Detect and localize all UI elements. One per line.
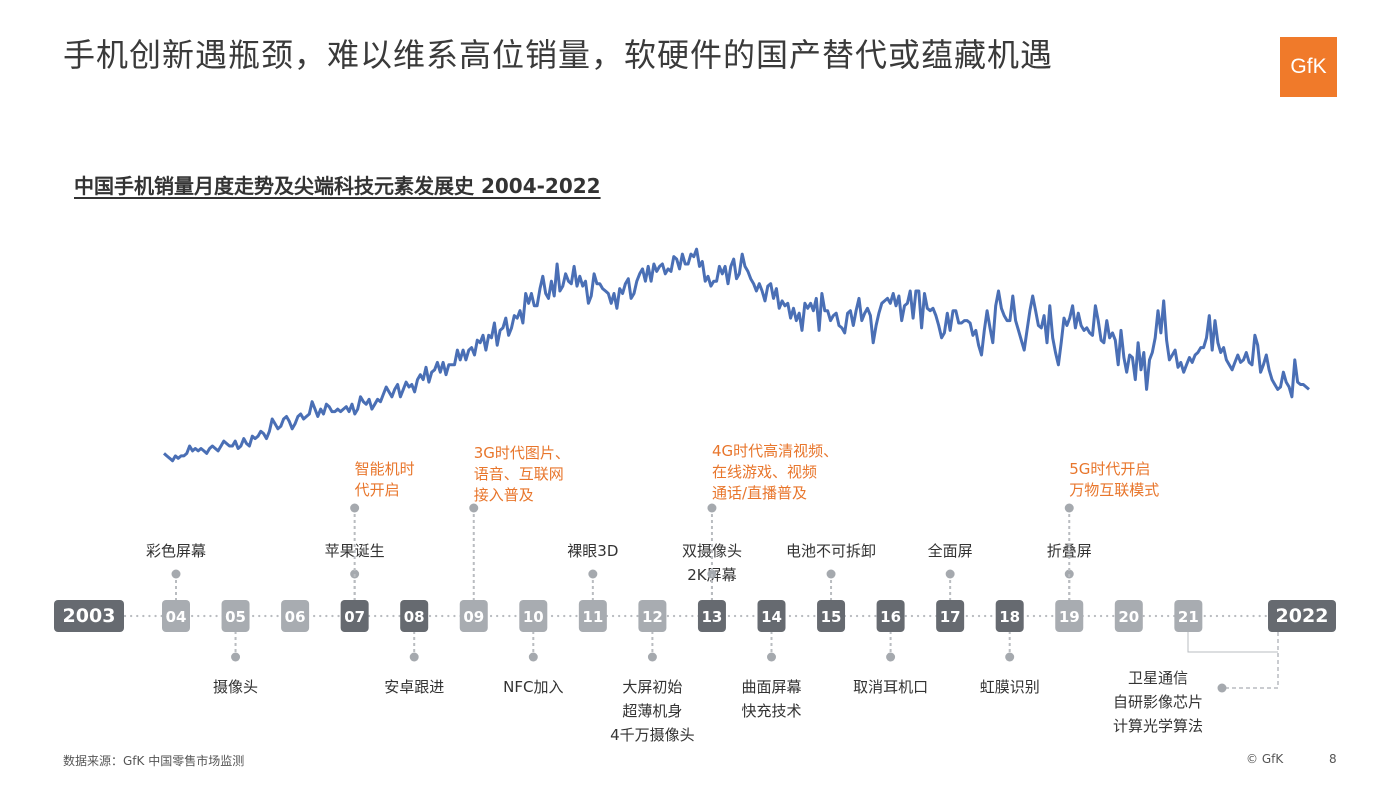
timeline-tick-label: 20 <box>1118 608 1139 626</box>
event-below-label: NFC加入 <box>503 678 563 696</box>
event-below-dot <box>886 652 896 662</box>
event-above-dot <box>171 569 181 579</box>
timeline-tick-label: 10 <box>523 608 544 626</box>
event-below-dot <box>767 652 776 662</box>
era-dot <box>350 503 360 513</box>
era-label: 语音、互联网 <box>474 465 564 483</box>
timeline-tick-label: 07 <box>344 608 365 626</box>
timeline-end-box <box>1268 600 1336 632</box>
timeline-tick-label: 08 <box>404 608 425 626</box>
sales-series-line <box>163 247 1310 463</box>
era-label: 5G时代开启 <box>1069 460 1150 478</box>
event-above-label: 彩色屏幕 <box>146 542 206 560</box>
event-below-label: 取消耳机口 <box>853 678 928 696</box>
era-label: 接入普及 <box>474 486 534 504</box>
timeline-tick-label: 14 <box>761 608 782 626</box>
timeline-tick-label: 13 <box>702 608 723 626</box>
event-below-dot <box>409 652 419 662</box>
timeline-tick-box <box>697 600 726 632</box>
timeline-tick-box <box>1114 600 1143 632</box>
timeline-tick-label: 04 <box>166 608 187 626</box>
event-below-label: 计算光学算法 <box>1113 717 1203 735</box>
era-label: 智能机时 <box>355 460 415 478</box>
event-below-label: 超薄机身 <box>622 702 682 720</box>
gfk-logo: GfK <box>1280 37 1337 97</box>
event-2022-connector <box>1222 632 1279 689</box>
era-dot <box>469 503 479 513</box>
event-below-label: 快充技术 <box>741 702 801 720</box>
event-above-dot <box>588 569 598 579</box>
era-label: 万物互联模式 <box>1069 481 1159 499</box>
timeline-tick-box <box>1174 600 1203 632</box>
era-label: 4G时代高清视频、 <box>712 442 838 460</box>
timeline-tick-box <box>400 600 429 632</box>
timeline-tick-label: 18 <box>999 608 1020 626</box>
timeline-tick-box <box>995 600 1024 632</box>
timeline-end-label: 2022 <box>1276 605 1329 627</box>
era-dot <box>707 503 717 513</box>
timeline-tick-box <box>519 600 548 632</box>
timeline-tick-box <box>1055 600 1084 632</box>
event-below-label: 4千万摄像头 <box>610 726 695 744</box>
era-dot <box>1064 503 1074 513</box>
page-title: 手机创新遇瓶颈，难以维系高位销量，软硬件的国产替代或蕴藏机遇 <box>63 36 1054 74</box>
timeline-tick-box <box>936 600 965 632</box>
timeline-tick-box <box>281 600 310 632</box>
timeline-tick-box <box>757 600 786 632</box>
event-below-label: 虹膜识别 <box>980 678 1040 696</box>
event-above-label: 电池不可拆卸 <box>786 542 876 560</box>
event-below-label: 摄像头 <box>213 678 258 696</box>
page-number: 8 <box>1329 752 1337 766</box>
footer-copyright: © GfK <box>1246 752 1284 766</box>
event-below-dot <box>1005 652 1015 662</box>
timeline-tick-label: 15 <box>821 608 842 626</box>
event-above-label: 全面屏 <box>928 542 973 560</box>
event-above-dot <box>826 569 836 579</box>
event-below-dot <box>231 652 241 662</box>
timeline-tick-box <box>459 600 488 632</box>
event-above-label: 裸眼3D <box>567 542 618 560</box>
event-below-dot <box>1217 683 1227 693</box>
timeline-tick-label: 09 <box>463 608 484 626</box>
timeline-start-box <box>54 600 124 632</box>
timeline-tick-box <box>162 600 190 632</box>
timeline-tick-label: 05 <box>225 608 246 626</box>
timeline-tick-box <box>638 600 667 632</box>
timeline-tick-label: 21 <box>1178 608 1199 626</box>
era-label: 通话/直播普及 <box>712 484 807 502</box>
timeline-tick-label: 16 <box>880 608 901 626</box>
event-above-dot <box>945 569 955 579</box>
timeline-tick-box <box>817 600 846 632</box>
timeline-tick-box <box>578 600 607 632</box>
timeline-start-label: 2003 <box>63 605 116 627</box>
event-below-label: 曲面屏幕 <box>741 678 801 696</box>
footer-source: 数据来源：GfK 中国零售市场监测 <box>63 754 245 768</box>
event-below-dot <box>647 652 657 662</box>
timeline-tick-label: 11 <box>582 608 603 626</box>
event-below-label: 安卓跟进 <box>384 678 444 696</box>
event-2022-bracket <box>1187 632 1278 653</box>
timeline-tick-label: 17 <box>940 608 961 626</box>
era-label: 代开启 <box>355 481 400 499</box>
event-below-label: 大屏初始 <box>622 678 682 696</box>
chart-title: 中国手机销量月度走势及尖端科技元素发展史 2004-2022 <box>74 174 601 198</box>
timeline-tick-box <box>221 600 250 632</box>
timeline-tick-label: 12 <box>642 608 663 626</box>
event-below-label: 卫星通信 <box>1128 669 1188 687</box>
event-below-dot <box>528 652 538 662</box>
era-label: 3G时代图片、 <box>474 444 570 462</box>
event-below-label: 自研影像芯片 <box>1113 693 1203 711</box>
timeline-tick-box <box>876 600 905 632</box>
timeline-tick-label: 06 <box>285 608 306 626</box>
timeline-tick-box <box>340 600 369 632</box>
era-label: 在线游戏、视频 <box>712 463 817 481</box>
timeline-tick-label: 19 <box>1059 608 1080 626</box>
